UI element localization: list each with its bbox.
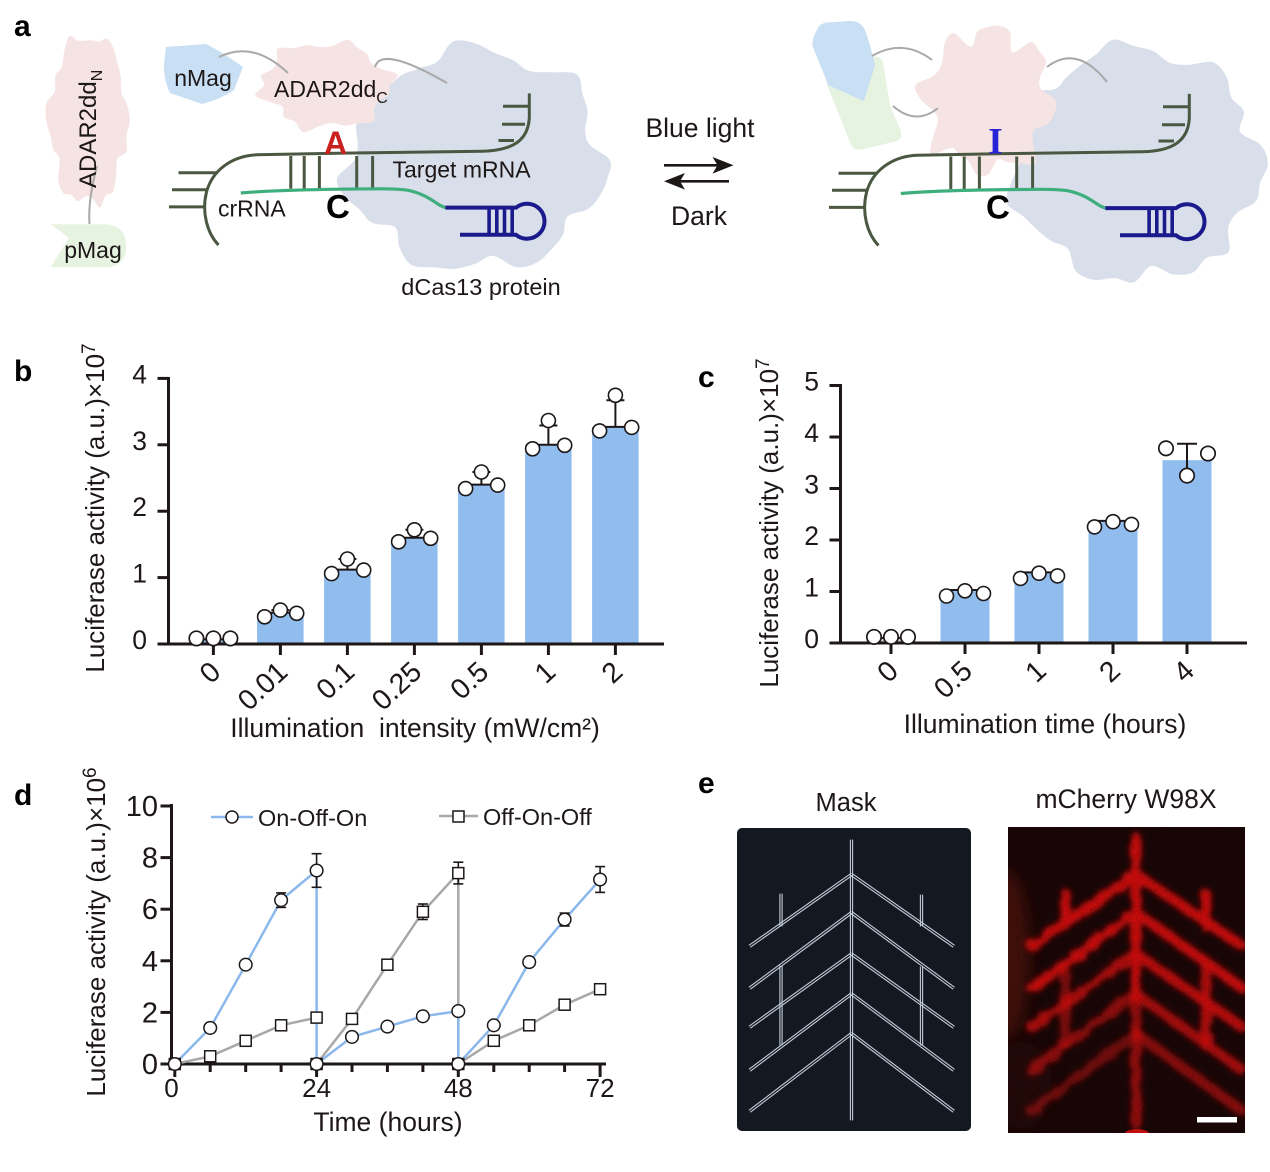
svg-text:e: e [698,767,715,800]
svg-text:3: 3 [132,426,147,456]
svg-text:1: 1 [804,573,819,603]
svg-text:a: a [14,10,31,43]
svg-text:Mask: Mask [816,789,877,817]
svg-text:0: 0 [132,625,147,655]
svg-text:0: 0 [804,624,819,654]
svg-text:d: d [14,779,32,812]
svg-text:4: 4 [804,418,819,448]
svg-text:8: 8 [142,843,158,875]
svg-text:I: I [988,122,1002,163]
svg-text:A: A [324,125,347,161]
svg-text:24: 24 [302,1073,331,1103]
svg-text:2: 2 [132,492,147,522]
svg-text:48: 48 [444,1073,473,1103]
svg-text:On-Off-On: On-Off-On [258,805,367,831]
svg-text:4: 4 [142,946,158,978]
svg-text:2: 2 [142,997,158,1029]
svg-text:Luciferase activity (a.u.)×107: Luciferase activity (a.u.)×107 [753,358,784,687]
svg-text:b: b [14,355,32,388]
svg-text:ADAR2ddC: ADAR2ddC [274,76,388,107]
svg-text:Luciferase activity (a.u.)×106: Luciferase activity (a.u.)×106 [80,767,111,1096]
svg-text:ADAR2ddN: ADAR2ddN [75,70,106,188]
svg-text:0: 0 [164,1073,178,1103]
svg-text:C: C [326,188,350,225]
svg-text:10: 10 [126,791,158,823]
svg-text:2: 2 [804,521,819,551]
svg-text:Illumination intensity (mW/cm: Illumination intensity (mW/cm²) [230,713,600,743]
svg-text:Time (hours): Time (hours) [313,1107,462,1137]
svg-text:C: C [986,189,1010,226]
svg-text:Off-On-Off: Off-On-Off [483,804,592,830]
svg-text:dCas13 protein: dCas13 protein [401,274,560,300]
svg-text:4: 4 [132,359,147,389]
svg-text:Luciferase activity (a.u.)×107: Luciferase activity (a.u.)×107 [79,343,110,672]
svg-text:0: 0 [142,1049,158,1081]
svg-text:Blue light: Blue light [645,113,755,143]
svg-text:Target mRNA: Target mRNA [393,157,532,183]
svg-text:6: 6 [142,894,158,926]
svg-text:c: c [698,361,715,394]
svg-text:crRNA: crRNA [218,196,286,222]
svg-text:nMag: nMag [174,65,232,91]
svg-text:3: 3 [804,470,819,500]
svg-text:72: 72 [586,1073,615,1103]
svg-text:Illumination time (hours): Illumination time (hours) [904,709,1187,739]
svg-text:1: 1 [132,559,147,589]
svg-text:pMag: pMag [64,237,122,263]
svg-text:mCherry W98X: mCherry W98X [1035,784,1216,814]
svg-text:5: 5 [804,367,819,397]
svg-text:Dark: Dark [671,201,728,231]
